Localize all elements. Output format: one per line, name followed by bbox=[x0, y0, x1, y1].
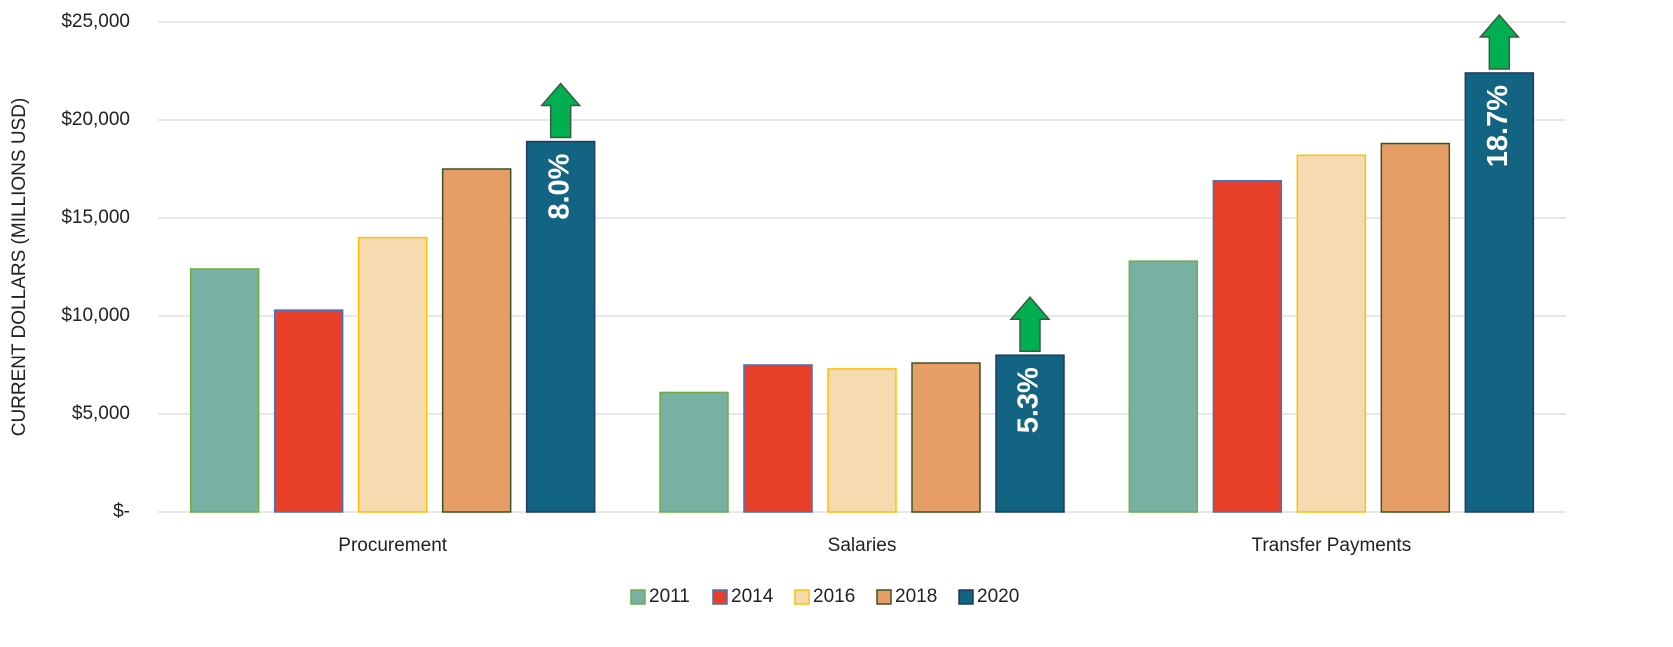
legend-swatch bbox=[794, 589, 810, 605]
bar bbox=[659, 391, 729, 513]
annotation: 5.3% bbox=[1013, 367, 1045, 433]
bar bbox=[441, 168, 512, 513]
bar bbox=[1380, 142, 1451, 513]
y-tick-label: $25,000 bbox=[61, 11, 130, 32]
bar bbox=[1296, 154, 1367, 513]
bar bbox=[189, 268, 260, 513]
bar bbox=[743, 364, 813, 513]
bar bbox=[525, 140, 596, 513]
legend-swatch bbox=[876, 589, 892, 605]
y-axis-label: CURRENT DOLLARS (MILLIONS USD) bbox=[9, 98, 30, 437]
bar bbox=[273, 309, 344, 513]
legend-label: 2011 bbox=[649, 586, 690, 607]
y-tick-label: $15,000 bbox=[61, 207, 130, 228]
arrow-icon bbox=[1009, 296, 1051, 352]
bar bbox=[357, 236, 428, 513]
legend-label: 2016 bbox=[813, 586, 855, 607]
legend-swatch bbox=[712, 589, 728, 605]
bar bbox=[1128, 260, 1199, 513]
y-tick-label: $5,000 bbox=[72, 403, 130, 424]
bar bbox=[911, 362, 981, 513]
legend-label: 2020 bbox=[977, 586, 1019, 607]
bar bbox=[827, 368, 897, 513]
annotation: 18.7% bbox=[1482, 85, 1514, 167]
legend-swatch bbox=[630, 589, 646, 605]
legend-label: 2018 bbox=[895, 586, 937, 607]
y-tick-label: $- bbox=[113, 501, 130, 522]
bar bbox=[1464, 72, 1535, 513]
arrow-icon bbox=[540, 82, 582, 139]
annotation: 8.0% bbox=[543, 153, 575, 219]
bar bbox=[1212, 180, 1283, 513]
legend-label: 2014 bbox=[731, 586, 774, 607]
x-tick-label: Salaries bbox=[828, 535, 897, 556]
x-tick-label: Transfer Payments bbox=[1251, 535, 1411, 556]
y-tick-label: $20,000 bbox=[61, 109, 130, 130]
bar bbox=[995, 354, 1065, 513]
legend-swatch bbox=[958, 589, 974, 605]
y-tick-label: $10,000 bbox=[61, 305, 130, 326]
x-tick-label: Procurement bbox=[338, 535, 447, 556]
arrow-icon bbox=[1478, 13, 1520, 70]
